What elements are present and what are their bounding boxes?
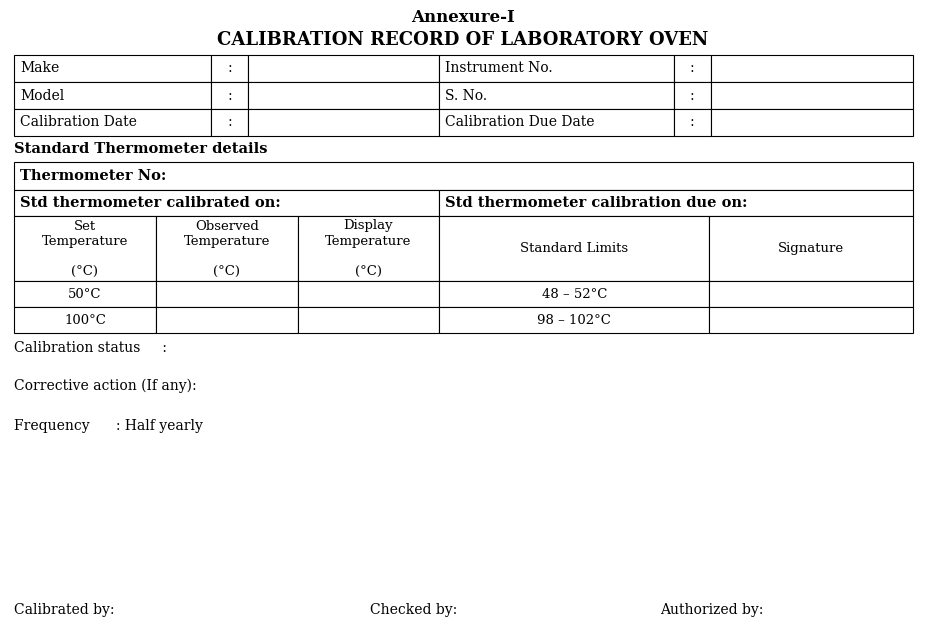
Text: CALIBRATION RECORD OF LABORATORY OVEN: CALIBRATION RECORD OF LABORATORY OVEN (217, 31, 708, 49)
Bar (711, 55, 913, 82)
Bar (439, 55, 674, 82)
Bar (248, 109, 439, 136)
Bar (439, 307, 709, 333)
Text: Display
Temperature

(°C): Display Temperature (°C) (325, 219, 412, 278)
Bar (14, 216, 156, 281)
Bar (248, 55, 439, 82)
Bar (709, 216, 913, 281)
Text: Frequency      : Half yearly: Frequency : Half yearly (14, 419, 203, 433)
Text: :: : (690, 88, 694, 102)
Bar (439, 216, 709, 281)
Bar (711, 82, 913, 109)
Bar (14, 55, 211, 82)
Bar (439, 281, 709, 307)
Text: Calibrated by:: Calibrated by: (14, 603, 115, 617)
Text: Authorized by:: Authorized by: (660, 603, 763, 617)
Text: 50°C: 50°C (69, 288, 102, 300)
Bar (14, 109, 211, 136)
Bar (211, 55, 248, 82)
Bar (298, 307, 439, 333)
Text: S. No.: S. No. (446, 88, 488, 102)
Text: :: : (227, 115, 232, 130)
Bar (14, 281, 156, 307)
Text: 98 – 102°C: 98 – 102°C (538, 314, 611, 327)
Text: Set
Temperature

(°C): Set Temperature (°C) (42, 219, 128, 278)
Text: Instrument No.: Instrument No. (446, 61, 553, 75)
Bar (674, 109, 711, 136)
Text: Std thermometer calibrated on:: Std thermometer calibrated on: (20, 196, 281, 210)
Text: Checked by:: Checked by: (370, 603, 457, 617)
Text: Signature: Signature (778, 242, 844, 255)
Bar (674, 82, 711, 109)
Bar (709, 281, 913, 307)
Bar (14, 82, 211, 109)
Bar (439, 109, 674, 136)
Text: 48 – 52°C: 48 – 52°C (541, 288, 607, 300)
Bar (211, 82, 248, 109)
Text: :: : (227, 88, 232, 102)
Bar (439, 190, 913, 216)
Bar (14, 307, 156, 333)
Text: Corrective action (If any):: Corrective action (If any): (14, 379, 197, 393)
Text: :: : (690, 61, 694, 75)
Bar (709, 307, 913, 333)
Bar (156, 307, 298, 333)
Text: :: : (227, 61, 232, 75)
Text: Standard Thermometer details: Standard Thermometer details (14, 142, 268, 156)
Text: Model: Model (20, 88, 64, 102)
Bar (211, 109, 248, 136)
Bar (248, 82, 439, 109)
Text: 100°C: 100°C (64, 314, 106, 327)
Bar (439, 82, 674, 109)
Bar (156, 216, 298, 281)
Bar (14, 162, 913, 190)
Text: Standard Limits: Standard Limits (520, 242, 629, 255)
Text: Annexure-I: Annexure-I (412, 9, 514, 26)
Bar (298, 216, 439, 281)
Bar (674, 55, 711, 82)
Text: Std thermometer calibration due on:: Std thermometer calibration due on: (446, 196, 748, 210)
Bar (14, 190, 439, 216)
Bar (711, 109, 913, 136)
Text: Calibration Due Date: Calibration Due Date (446, 115, 595, 130)
Text: Calibration Date: Calibration Date (20, 115, 137, 130)
Text: :: : (690, 115, 694, 130)
Bar (156, 281, 298, 307)
Text: Observed
Temperature

(°C): Observed Temperature (°C) (184, 219, 270, 278)
Text: Calibration status     :: Calibration status : (14, 341, 167, 355)
Bar (298, 281, 439, 307)
Text: Thermometer No:: Thermometer No: (20, 169, 166, 183)
Text: Make: Make (20, 61, 59, 75)
